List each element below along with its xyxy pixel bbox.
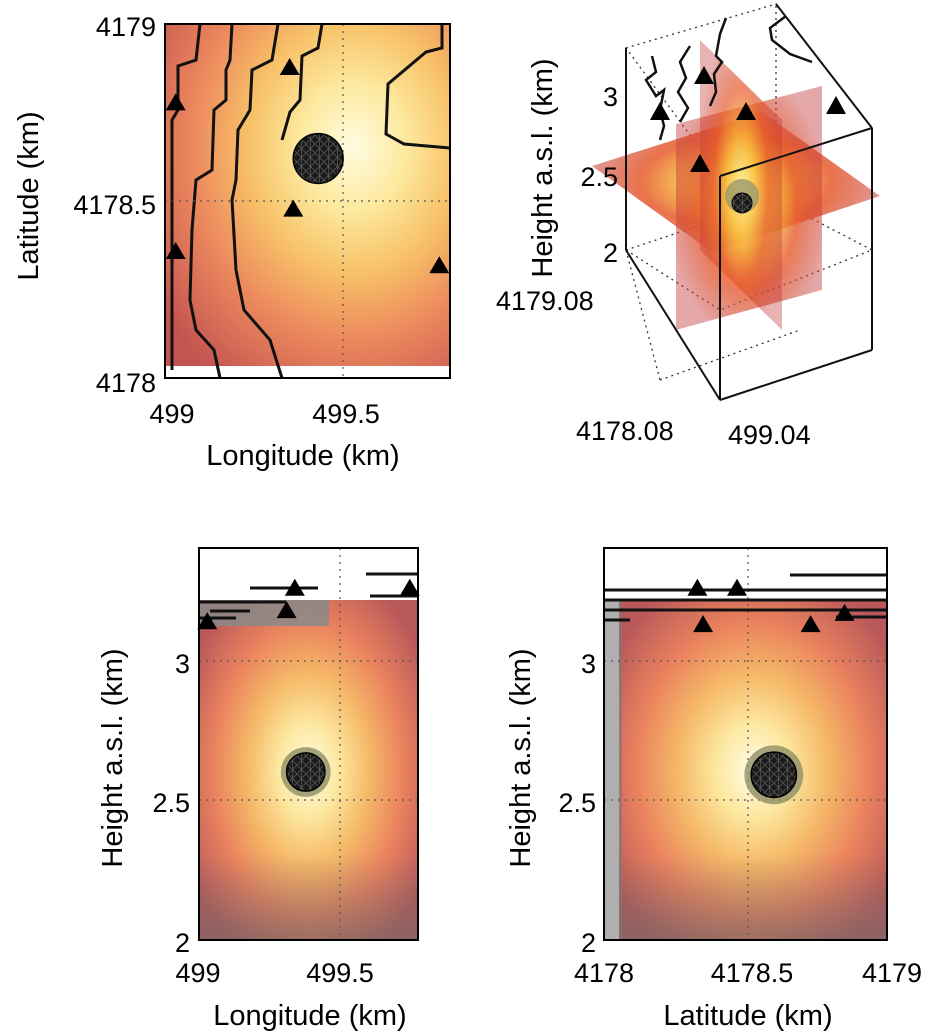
map-y-axis-label: Latitude (km) xyxy=(13,111,45,280)
lon-y-axis-label: Height a.s.l. (km) xyxy=(97,648,129,867)
3d-tick-label: 4179.08 xyxy=(496,286,594,316)
lon-xtick-label: 499 xyxy=(175,958,220,988)
lon-station-marker xyxy=(284,578,305,596)
lon-source-body xyxy=(285,752,326,792)
map-view-panel: 499 499.5 4178 4178.5 4179 Longitude (km… xyxy=(13,12,451,472)
lat-xtick-label: 4178.5 xyxy=(711,958,794,988)
map-xtick-label: 499.5 xyxy=(312,399,380,429)
lat-xtick-label: 4178 xyxy=(574,958,634,988)
map-contour-lines xyxy=(170,23,451,379)
topography-lines-3d xyxy=(644,15,813,141)
lon-station-marker xyxy=(197,612,218,630)
map-station-marker xyxy=(279,57,300,75)
map-station-marker xyxy=(283,199,304,217)
lon-ytick-label: 2.5 xyxy=(152,788,190,818)
lon-axes-frame xyxy=(198,547,419,941)
lon-grid xyxy=(199,548,418,940)
3d-z-axis-label: Height a.s.l. (km) xyxy=(527,58,559,277)
lat-ytick-label: 2 xyxy=(581,928,596,958)
stations-3d xyxy=(650,66,846,172)
lat-ytick-label: 2.5 xyxy=(558,788,596,818)
lat-xtick-label: 4179 xyxy=(862,958,922,988)
map-station-marker xyxy=(165,242,186,260)
lon-ytick-label: 2 xyxy=(175,928,190,958)
map-ytick-label: 4179 xyxy=(96,12,156,42)
map-heatmap xyxy=(165,24,450,366)
map-station-marker xyxy=(165,93,186,111)
3d-tick-label: 4178.08 xyxy=(576,416,674,446)
map-white-strip xyxy=(165,366,450,378)
longitude-section-panel: 499 499.5 3 2.5 2 Longitude (km) Height … xyxy=(97,547,420,1032)
station-marker-3d xyxy=(690,154,710,172)
lat-station-marker xyxy=(693,615,714,633)
3d-tick-label: 499.04 xyxy=(728,420,811,450)
lat-station-marker xyxy=(727,578,748,596)
station-marker-3d xyxy=(736,102,756,120)
lon-topography-band xyxy=(199,600,329,626)
map-xtick-label: 499 xyxy=(149,399,194,429)
lat-axes-frame xyxy=(603,547,888,941)
lon-ytick-label: 3 xyxy=(175,649,190,679)
lat-station-marker xyxy=(834,603,855,621)
lat-grid xyxy=(604,548,887,940)
lat-source-body xyxy=(750,751,798,799)
map-axes-frame xyxy=(164,23,451,379)
map-ytick-label: 4178 xyxy=(96,368,156,398)
lon-x-axis-label: Longitude (km) xyxy=(213,1000,406,1032)
lat-station-marker xyxy=(687,578,708,596)
3d-ztick-label: 2.5 xyxy=(580,162,618,192)
station-marker-3d xyxy=(694,66,714,84)
3d-ztick-label: 2 xyxy=(603,238,618,268)
lat-x-axis-label: Latitude (km) xyxy=(663,1000,832,1032)
lat-y-axis-label: Height a.s.l. (km) xyxy=(505,648,537,867)
source-body-3d xyxy=(731,192,753,214)
map-x-axis-label: Longitude (km) xyxy=(206,440,399,472)
box-solid-edges xyxy=(625,3,873,401)
map-ytick-label: 4178.5 xyxy=(73,190,156,220)
lat-station-marker xyxy=(800,615,821,633)
lat-left-shade xyxy=(604,600,622,940)
lat-ytick-label: 3 xyxy=(581,649,596,679)
station-marker-3d xyxy=(650,102,670,120)
map-source-body xyxy=(292,132,344,185)
3d-ztick-label: 3 xyxy=(603,82,618,112)
lon-station-marker xyxy=(399,578,420,596)
lon-topography-lines xyxy=(199,572,418,620)
lon-xtick-label: 499.5 xyxy=(306,958,374,988)
map-station-marker xyxy=(429,256,450,274)
map-grid xyxy=(165,24,450,378)
perspective-view-panel: 3 2.5 2 4179.08 4178.08 499.04 Height a.… xyxy=(496,3,880,450)
latitude-section-panel: 4178 4178.5 4179 3 2.5 2 Latitude (km) H… xyxy=(505,547,922,1032)
lat-topography-lines xyxy=(604,573,887,622)
station-marker-3d xyxy=(826,96,846,114)
lon-station-marker xyxy=(276,601,297,619)
